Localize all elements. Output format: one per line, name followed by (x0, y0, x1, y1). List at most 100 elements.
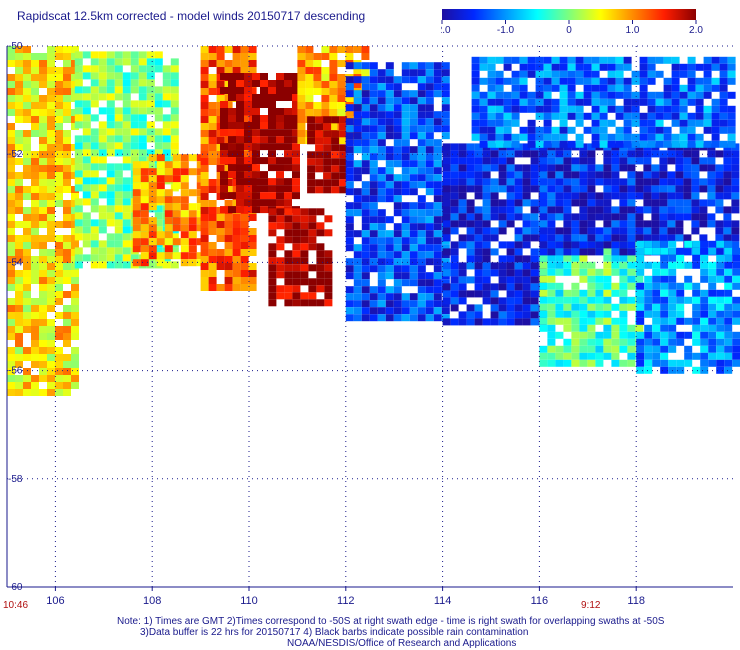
heatmap-cell (615, 77, 624, 85)
heatmap-cell (244, 206, 252, 214)
heatmap-cell (162, 93, 171, 101)
heatmap-cell (699, 178, 708, 186)
heatmap-cell (276, 73, 284, 80)
heatmap-cell (716, 359, 725, 367)
heatmap-cell (228, 192, 236, 200)
heatmap-cell (619, 178, 628, 186)
heatmap-cell (668, 275, 677, 283)
heatmap-cell (292, 278, 301, 286)
heatmap-cell (579, 331, 588, 339)
heatmap-cell (154, 247, 163, 255)
heatmap-cell (619, 254, 628, 262)
heatmap-cell (82, 156, 91, 164)
heatmap-cell (208, 186, 217, 193)
heatmap-cell (506, 241, 515, 249)
heatmap-cell (385, 237, 394, 245)
heatmap-cell (679, 119, 688, 127)
heatmap-cell (47, 46, 55, 53)
heatmap-cell (727, 91, 736, 99)
heatmap-cell (63, 242, 71, 249)
heatmap-cell (727, 105, 736, 113)
heatmap-cell (611, 248, 620, 256)
heatmap-cell (130, 72, 139, 80)
heatmap-cell (587, 241, 596, 249)
heatmap-cell (297, 130, 306, 137)
heatmap-cell (571, 359, 580, 367)
heatmap-cell (433, 146, 442, 154)
heatmap-cell (361, 230, 370, 238)
heatmap-cell (236, 94, 244, 101)
heatmap-cell (506, 164, 515, 172)
heatmap-cell (543, 91, 552, 99)
heatmap-cell (324, 229, 333, 237)
heatmap-cell (240, 151, 249, 158)
heatmap-cell (619, 289, 628, 297)
heatmap-cell (409, 300, 418, 308)
heatmap-cell (114, 198, 123, 206)
heatmap-cell (268, 115, 276, 122)
heatmap-cell (216, 228, 225, 235)
heatmap-cell (667, 178, 676, 186)
heatmap-cell (639, 63, 648, 71)
heatmap-cell (575, 105, 584, 113)
heatmap-cell (369, 258, 378, 266)
heatmap-cell (474, 255, 483, 263)
heatmap-cell (369, 90, 378, 98)
heatmap-cell (132, 231, 141, 239)
heatmap-cell (607, 133, 616, 141)
heatmap-cell (200, 60, 209, 67)
heatmap-cell (63, 256, 71, 263)
heatmap-cell (15, 130, 23, 137)
heatmap-cell (316, 250, 325, 258)
heatmap-cell (571, 178, 580, 186)
heatmap-cell (471, 133, 480, 141)
heatmap-cell (200, 242, 209, 249)
heatmap-cell (636, 310, 645, 318)
heatmap-cell (393, 258, 402, 266)
heatmap-cell (539, 310, 548, 318)
heatmap-cell (55, 186, 63, 193)
heatmap-cell (514, 227, 523, 235)
heatmap-cell (15, 298, 23, 305)
heatmap-cell (208, 102, 217, 109)
heatmap-cell (47, 347, 55, 354)
heatmap-cell (731, 199, 740, 207)
heatmap-cell (644, 282, 653, 290)
heatmap-cell (63, 60, 71, 67)
heatmap-cell (643, 157, 652, 165)
heatmap-cell (563, 234, 572, 242)
heatmap-cell (276, 80, 284, 87)
heatmap-cell (220, 115, 228, 122)
heatmap-cell (458, 290, 467, 298)
heatmap-cell (208, 130, 217, 137)
heatmap-cell (539, 213, 548, 221)
heatmap-cell (74, 198, 83, 206)
heatmap-cell (417, 167, 426, 175)
heatmap-cell (63, 249, 71, 256)
heatmap-cell (450, 206, 459, 214)
heatmap-cell (514, 276, 523, 284)
heatmap-cell (506, 192, 515, 200)
heatmap-cell (636, 331, 645, 339)
heatmap-cell (47, 74, 55, 81)
heatmap-cell (23, 242, 31, 249)
heatmap-cell (619, 359, 628, 367)
heatmap-cell (603, 296, 612, 304)
heatmap-cell (98, 212, 107, 220)
heatmap-cell (39, 340, 47, 347)
heatmap-cell (401, 90, 410, 98)
heatmap-cell (228, 150, 236, 158)
heatmap-cell (417, 69, 426, 77)
heatmap-cell (433, 244, 442, 252)
heatmap-cell (692, 324, 701, 332)
heatmap-cell (506, 220, 515, 228)
heatmap-cell (208, 46, 217, 53)
heatmap-cell (74, 163, 83, 171)
heatmap-cell (643, 206, 652, 214)
heatmap-cell (401, 265, 410, 273)
heatmap-cell (361, 125, 370, 133)
heatmap-cell (482, 283, 491, 291)
heatmap-cell (711, 133, 720, 141)
heatmap-cell (631, 98, 640, 106)
heatmap-cell (425, 153, 434, 161)
